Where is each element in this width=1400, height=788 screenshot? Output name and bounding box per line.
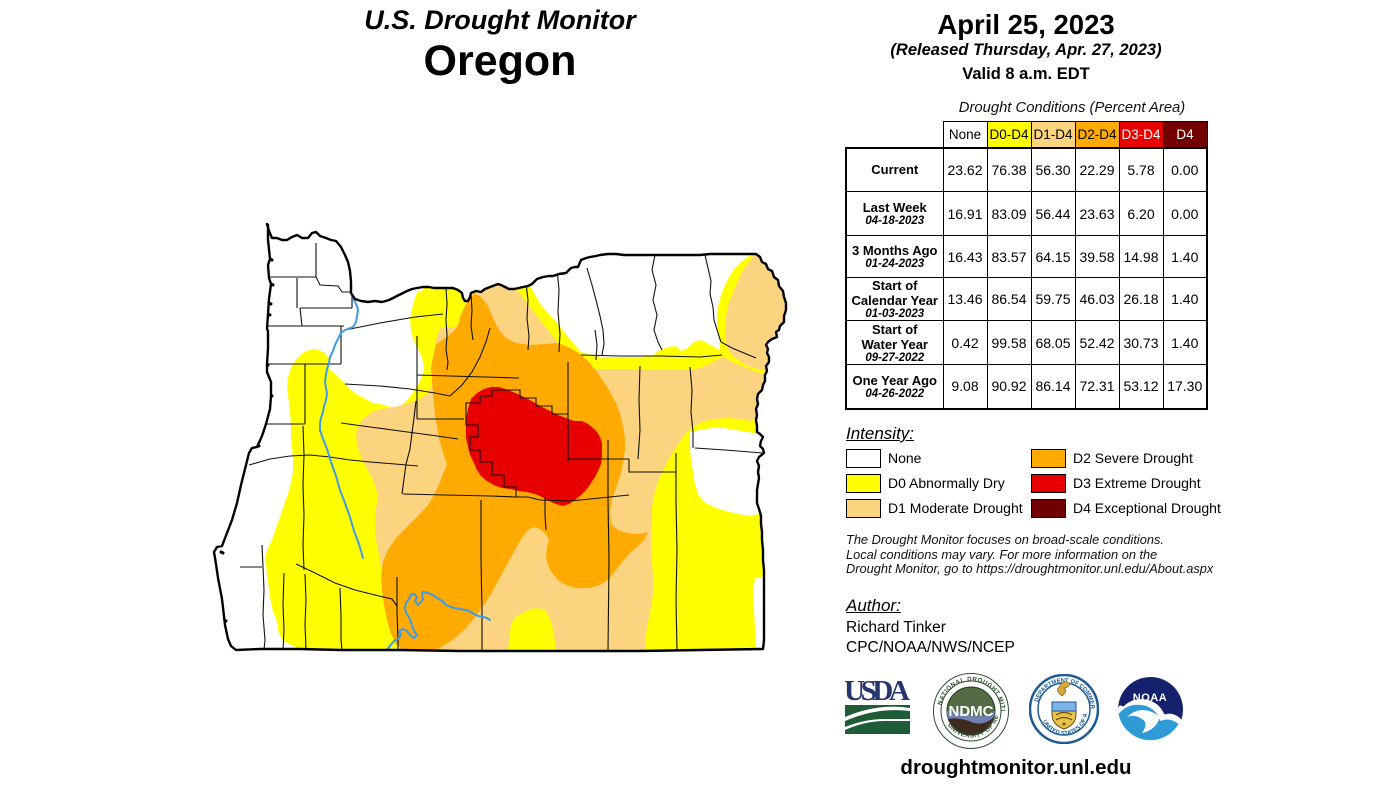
- svg-text:USDA: USDA: [845, 677, 910, 707]
- svg-text:NOAA: NOAA: [1133, 692, 1167, 704]
- svg-text:NDMC: NDMC: [949, 703, 994, 720]
